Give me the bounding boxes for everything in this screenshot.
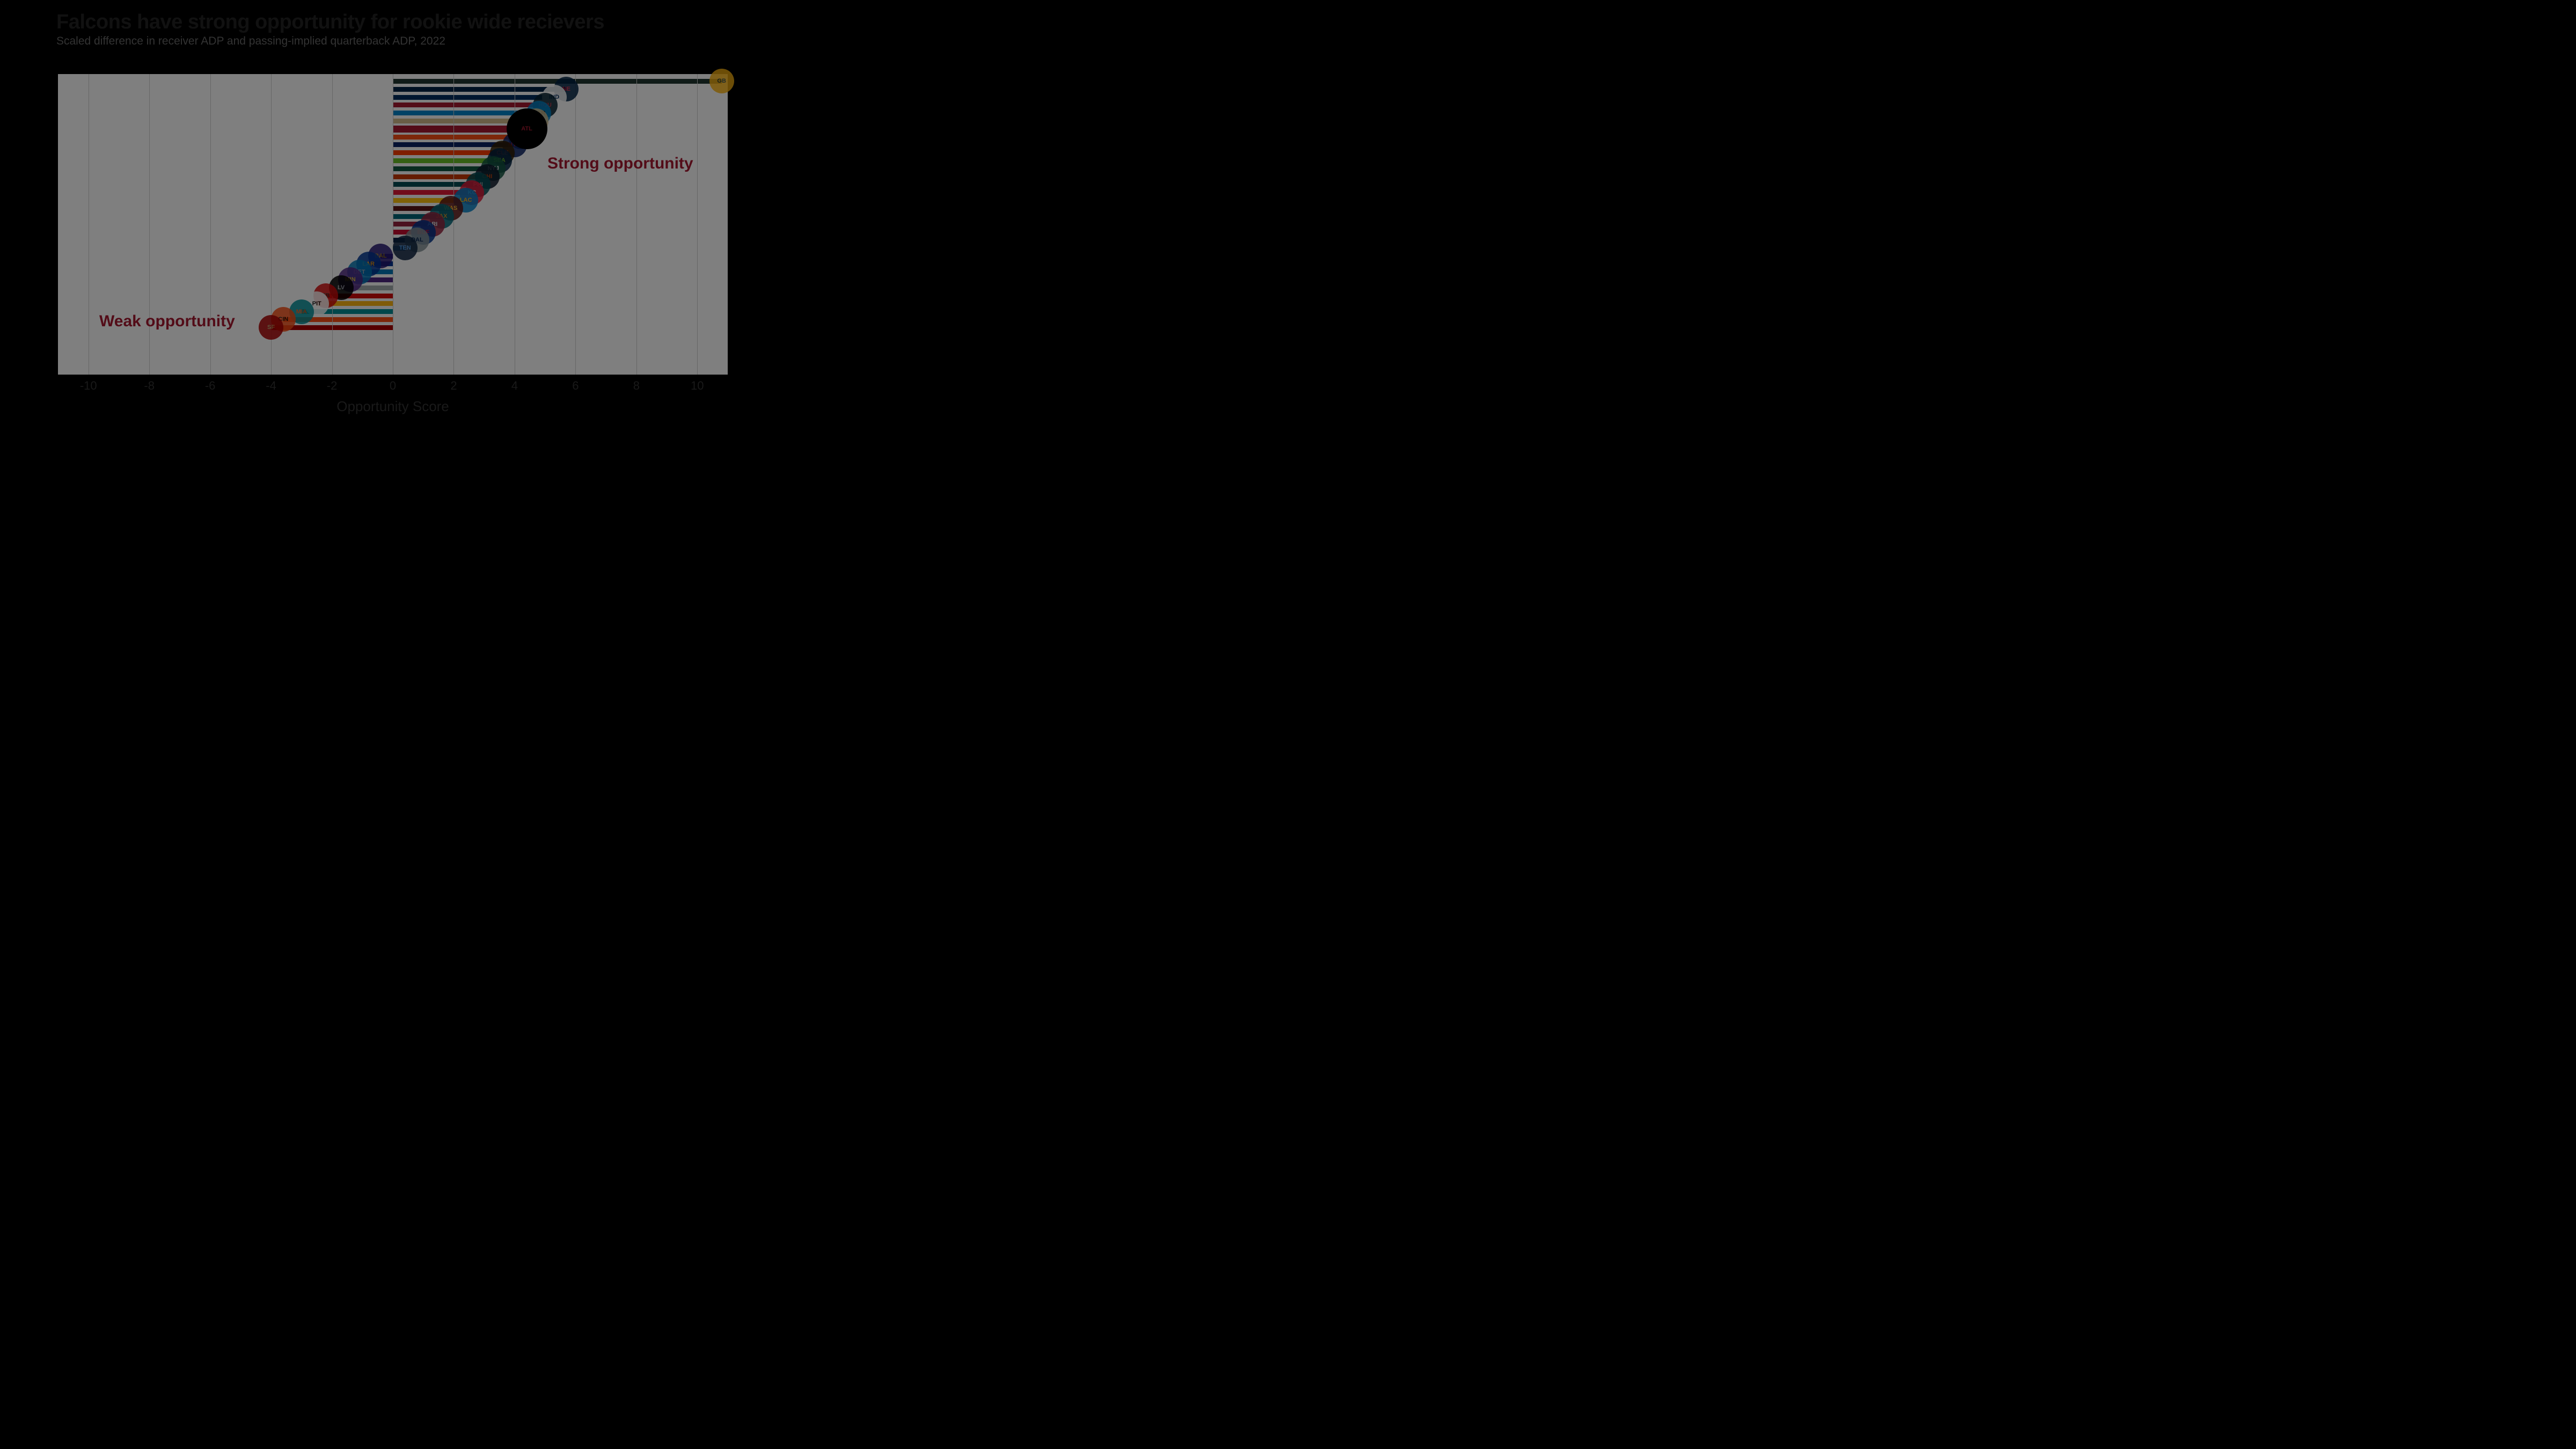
gridline: [332, 74, 333, 375]
gridline: [453, 74, 454, 375]
x-axis: -10-8-6-4-20246810Opportunity Score: [58, 376, 728, 397]
team-logo-icon: GB: [709, 69, 734, 93]
gridline: [636, 74, 637, 375]
bar: [393, 135, 521, 140]
x-tick-label: 0: [390, 379, 396, 393]
x-axis-label: Opportunity Score: [336, 398, 449, 415]
gridline: [697, 74, 698, 375]
x-tick-label: -6: [205, 379, 216, 393]
bar: [393, 87, 566, 92]
x-tick-label: -10: [80, 379, 97, 393]
team-logo-icon: TEN: [393, 236, 418, 260]
team-logo-icon: ATL: [507, 108, 547, 149]
x-tick-label: -2: [327, 379, 338, 393]
bar: [393, 103, 545, 107]
bar: [393, 95, 554, 100]
x-tick-label: 10: [691, 379, 704, 393]
annotation-strong: Strong opportunity: [547, 155, 693, 173]
bar: [393, 150, 502, 155]
x-tick-label: 8: [633, 379, 640, 393]
x-tick-label: 2: [450, 379, 457, 393]
chart-subtitle: Scaled difference in receiver ADP and pa…: [56, 35, 604, 48]
chart-title: Falcons have strong opportunity for rook…: [56, 11, 604, 34]
x-tick-label: 6: [572, 379, 579, 393]
annotation-weak: Weak opportunity: [99, 312, 235, 331]
gridline: [575, 74, 576, 375]
x-tick-label: 4: [511, 379, 518, 393]
x-tick-label: -8: [144, 379, 155, 393]
chart-header: Falcons have strong opportunity for rook…: [56, 11, 604, 48]
x-tick-label: -4: [266, 379, 276, 393]
team-logo-icon: SF: [259, 315, 283, 340]
